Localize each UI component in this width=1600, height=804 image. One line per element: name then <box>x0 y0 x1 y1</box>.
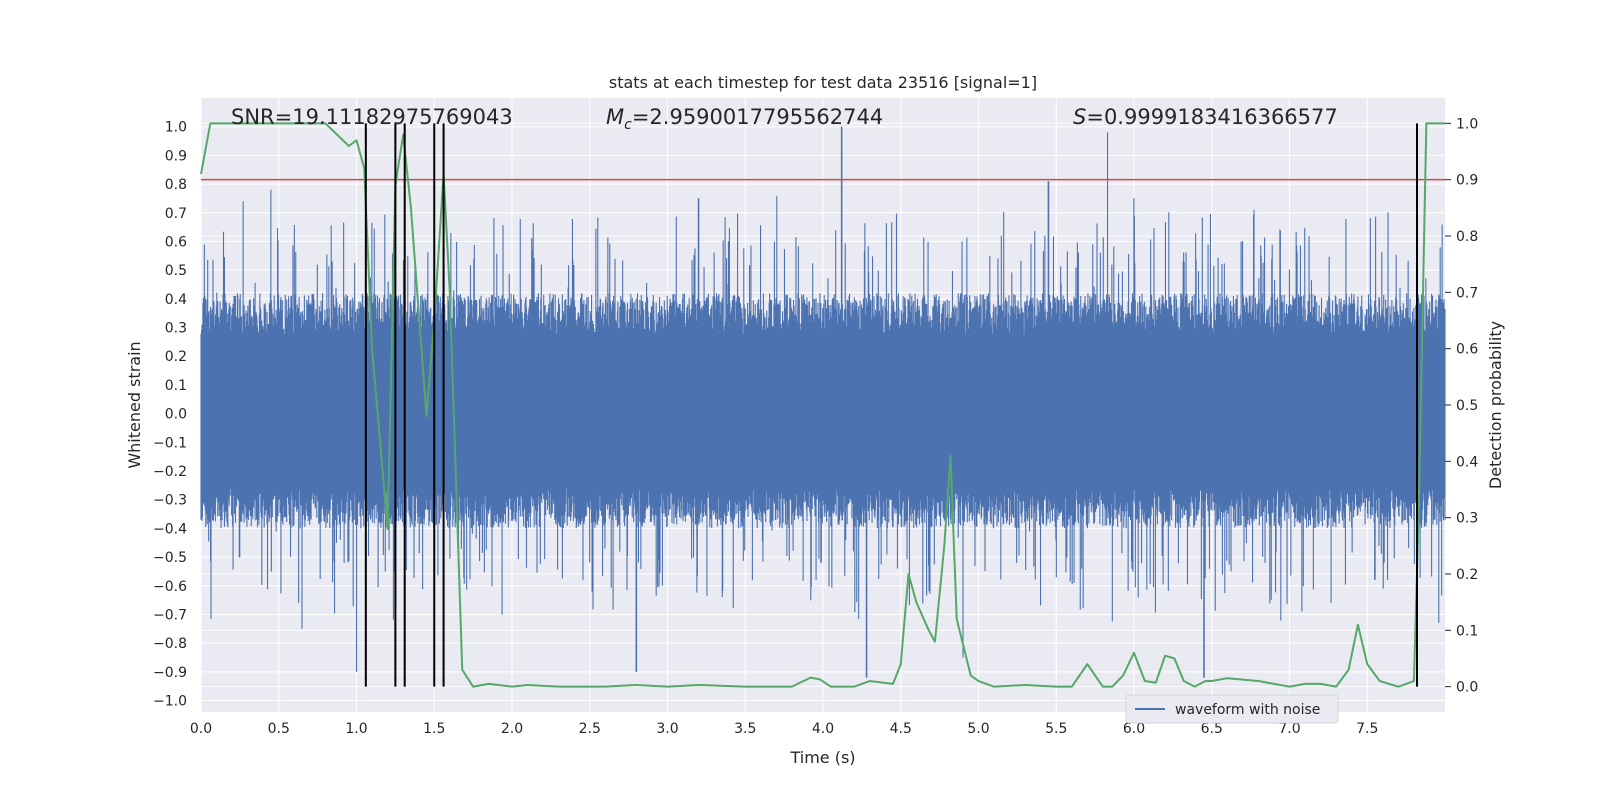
waveform-trace <box>200 126 1446 678</box>
x-tick-label: 7.0 <box>1278 721 1300 737</box>
y-left-tick-label: 0.1 <box>165 378 187 394</box>
x-tick-label: 1.0 <box>345 721 367 737</box>
snr-annotation: SNR=19.11182975769043 <box>231 105 513 129</box>
y-right-tick-label: 0.5 <box>1456 398 1478 414</box>
y-right-tick-label: 0.0 <box>1456 680 1478 696</box>
y-right-axis-ticks: 1.0 0.9 0.8 0.7 0.6 0.5 0.4 0.3 0.2 0.1 0.0 <box>1445 116 1478 696</box>
y-right-tick-label: 1.0 <box>1456 116 1478 132</box>
y-left-tick-label: 1.0 <box>165 120 187 136</box>
y-left-tick-label: 0.3 <box>165 321 187 337</box>
y-left-tick-label: 0.6 <box>165 234 187 250</box>
x-tick-label: 0.0 <box>190 721 212 737</box>
x-tick-label: 4.0 <box>812 721 834 737</box>
y-right-tick-label: 0.6 <box>1456 342 1478 358</box>
y-left-tick-label: −0.9 <box>153 665 187 681</box>
x-tick-label: 3.5 <box>734 721 756 737</box>
score-symbol: S <box>1073 105 1086 129</box>
y-right-tick-label: 0.2 <box>1456 567 1478 583</box>
y-left-tick-label: −0.7 <box>153 607 187 623</box>
score-annotation: S=0.9999183416366577 <box>1073 105 1338 129</box>
y-left-tick-label: −1.0 <box>153 694 187 710</box>
x-tick-label: 2.0 <box>501 721 523 737</box>
y-left-axis-label: Whitened strain <box>125 341 144 468</box>
y-left-tick-label: 0.0 <box>165 407 187 423</box>
y-left-tick-label: −0.3 <box>153 493 187 509</box>
y-right-tick-label: 0.1 <box>1456 623 1478 639</box>
x-tick-label: 4.5 <box>890 721 912 737</box>
y-left-tick-label: −0.4 <box>153 521 187 537</box>
x-axis-label: Time (s) <box>789 748 855 767</box>
chirp-mass-symbol: M <box>606 105 624 129</box>
y-left-tick-label: 0.8 <box>165 177 187 193</box>
x-tick-label: 1.5 <box>423 721 445 737</box>
legend: waveform with noise <box>1125 694 1339 724</box>
chirp-mass-subscript: c <box>624 117 632 133</box>
y-left-tick-label: 0.2 <box>165 349 187 365</box>
chirp-mass-annotation: Mc=2.9590017795562744 <box>606 105 883 133</box>
y-right-axis-label: Detection probability <box>1486 321 1505 489</box>
probability-series <box>200 122 1445 688</box>
x-tick-label: 7.5 <box>1356 721 1378 737</box>
y-left-tick-label: 0.5 <box>165 263 187 279</box>
waveform-series <box>200 126 1446 678</box>
y-left-tick-label: 0.7 <box>165 206 187 222</box>
y-left-tick-label: −0.2 <box>153 464 187 480</box>
y-left-tick-label: −0.8 <box>153 636 187 652</box>
x-tick-label: 2.5 <box>579 721 601 737</box>
x-tick-label: 0.5 <box>268 721 290 737</box>
y-left-tick-label: −0.5 <box>153 550 187 566</box>
y-left-tick-label: 0.9 <box>165 148 187 164</box>
legend-label: waveform with noise <box>1175 702 1320 718</box>
x-tick-label: 5.0 <box>967 721 989 737</box>
y-left-tick-label: −0.1 <box>153 435 187 451</box>
x-tick-label: 6.5 <box>1201 721 1223 737</box>
y-right-tick-label: 0.8 <box>1456 229 1478 245</box>
y-right-tick-label: 0.4 <box>1456 454 1478 470</box>
chart-title: stats at each timestep for test data 235… <box>609 73 1037 92</box>
y-left-axis-ticks: 1.0 0.9 0.8 0.7 0.6 0.5 0.4 0.3 0.2 0.1 0.0 −0.1 −0.… <box>153 120 187 710</box>
x-axis-ticks: 0.0 0.5 1.0 1.5 2.0 2.5 3.0 3.5 4.0 4.5 5.0 5.5 6.0 6… <box>190 721 1379 737</box>
vertical-markers <box>364 123 1419 687</box>
y-right-tick-label: 0.9 <box>1456 173 1478 189</box>
legend-box <box>1125 694 1339 724</box>
y-left-tick-label: −0.6 <box>153 579 187 595</box>
score-value: =0.9999183416366577 <box>1086 105 1337 129</box>
probability-line <box>200 122 1445 688</box>
x-tick-label: 5.5 <box>1045 721 1067 737</box>
y-right-tick-label: 0.7 <box>1456 285 1478 301</box>
y-right-tick-label: 0.3 <box>1456 511 1478 527</box>
x-tick-label: 6.0 <box>1123 721 1145 737</box>
y-left-tick-label: 0.4 <box>165 292 187 308</box>
x-tick-label: 3.0 <box>656 721 678 737</box>
chirp-mass-value: =2.9590017795562744 <box>632 105 883 129</box>
